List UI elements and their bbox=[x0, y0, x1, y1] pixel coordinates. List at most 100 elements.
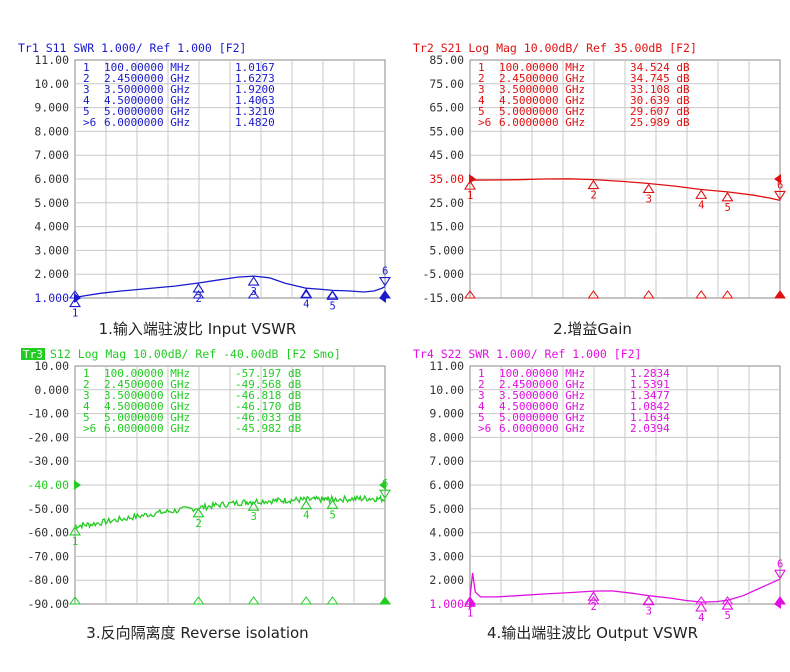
y-tick-label: 5.000 bbox=[429, 502, 464, 516]
marker-table-label: >6 bbox=[83, 116, 96, 129]
marker-number: 4 bbox=[698, 612, 704, 624]
chart-s21-svg: Tr2 S21 Log Mag 10.00dB/ Ref 35.00dB [F2… bbox=[413, 41, 786, 305]
stimulus-marker bbox=[192, 290, 205, 299]
marker-table-label: 1 bbox=[83, 61, 90, 74]
stimulus-marker bbox=[464, 290, 476, 299]
marker-table-freq: 3.5000000 GHz bbox=[499, 389, 585, 402]
marker-table-freq: 2.4500000 GHz bbox=[499, 378, 585, 391]
marker-table-freq: 100.00000 MHz bbox=[104, 367, 190, 380]
marker-triangle bbox=[192, 283, 205, 293]
marker-table-freq: 3.5000000 GHz bbox=[104, 389, 190, 402]
marker-triangle bbox=[642, 183, 655, 194]
marker-number: 4 bbox=[303, 298, 309, 310]
marker-table-label: >6 bbox=[83, 422, 96, 435]
marker-table-value: 33.108 dB bbox=[630, 83, 690, 96]
marker-number: 2 bbox=[195, 518, 201, 530]
marker-number: 3 bbox=[646, 606, 652, 618]
ref-level-label: -40.00 bbox=[27, 478, 69, 492]
marker-table-value: -49.568 dB bbox=[235, 378, 302, 391]
marker-table-value: 29.607 dB bbox=[630, 105, 690, 118]
marker-number: 1 bbox=[72, 308, 78, 320]
marker-triangle bbox=[300, 499, 313, 510]
marker-table-freq: 6.0000000 GHz bbox=[104, 116, 190, 129]
stimulus-marker bbox=[587, 596, 600, 605]
y-tick-label: -50.00 bbox=[27, 502, 69, 516]
y-tick-label: 7.000 bbox=[429, 454, 464, 468]
y-tick-label: 10.00 bbox=[34, 359, 69, 373]
marker-table-value: 1.3210 bbox=[235, 105, 275, 118]
marker-triangle bbox=[326, 499, 339, 509]
marker-table-value: 25.989 dB bbox=[630, 116, 690, 129]
y-tick-label: 11.00 bbox=[429, 359, 464, 373]
marker-number: 5 bbox=[329, 300, 335, 312]
y-tick-label: -70.00 bbox=[27, 549, 69, 563]
marker-triangle bbox=[587, 591, 600, 601]
marker-table-label: 4 bbox=[478, 400, 485, 413]
y-tick-label: 45.00 bbox=[429, 148, 464, 162]
marker-table-label: 2 bbox=[478, 378, 485, 391]
y-tick-label: 11.00 bbox=[34, 53, 69, 67]
marker-table-value: 30.639 dB bbox=[630, 94, 690, 107]
marker-table-freq: 6.0000000 GHz bbox=[499, 116, 585, 129]
marker-triangle bbox=[721, 191, 734, 202]
y-tick-label: 10.00 bbox=[429, 383, 464, 397]
y-tick-label: 25.00 bbox=[429, 196, 464, 210]
marker-number: 1 bbox=[72, 536, 78, 548]
marker-number: 1 bbox=[467, 190, 473, 202]
marker-table-value: 34.524 dB bbox=[630, 61, 690, 74]
marker-triangle bbox=[587, 179, 600, 190]
y-tick-label: 85.00 bbox=[429, 53, 464, 67]
stimulus-marker bbox=[642, 596, 655, 605]
y-tick-label: -80.00 bbox=[27, 573, 69, 587]
y-tick-label: 8.000 bbox=[34, 124, 69, 138]
marker-table-value: 1.4063 bbox=[235, 94, 275, 107]
y-tick-label: 8.000 bbox=[429, 430, 464, 444]
y-tick-label: 2.000 bbox=[34, 267, 69, 281]
marker-table-label: >6 bbox=[478, 422, 491, 435]
marker-table-freq: 5.0000000 GHz bbox=[104, 411, 190, 424]
stimulus-marker bbox=[642, 290, 655, 299]
y-tick-label: 15.00 bbox=[429, 220, 464, 234]
stimulus-marker bbox=[587, 290, 600, 299]
stimulus-marker bbox=[695, 290, 708, 299]
y-tick-label: 3.000 bbox=[429, 549, 464, 563]
marker-triangle bbox=[69, 297, 81, 308]
marker-triangle bbox=[695, 189, 708, 199]
stimulus-marker bbox=[192, 596, 205, 605]
header-badge-bg bbox=[21, 348, 45, 360]
marker-table-freq: 4.5000000 GHz bbox=[499, 94, 585, 107]
chart-s11-svg: Tr1 S11 SWR 1.000/ Ref 1.000 [F2]11.00 10… bbox=[18, 41, 391, 320]
marker-table-freq: 6.0000000 GHz bbox=[104, 422, 190, 435]
marker-table-value: 1.3477 bbox=[630, 389, 670, 402]
chart-header: Tr1 S11 SWR 1.000/ Ref 1.000 [F2] bbox=[18, 41, 246, 55]
marker-number: 6 bbox=[777, 558, 783, 570]
ref-level-label: 35.00 bbox=[429, 172, 464, 186]
marker-triangle bbox=[247, 276, 260, 286]
marker-number: 6 bbox=[777, 179, 783, 191]
marker-triangle bbox=[774, 190, 786, 201]
y-tick-label: 9.000 bbox=[429, 407, 464, 421]
marker-table-label: 3 bbox=[478, 83, 485, 96]
y-tick-label: -20.00 bbox=[27, 430, 69, 444]
y-tick-label: 75.00 bbox=[429, 77, 464, 91]
marker-table-freq: 5.0000000 GHz bbox=[499, 105, 585, 118]
y-tick-label: 55.00 bbox=[429, 124, 464, 138]
marker-triangle bbox=[69, 525, 81, 536]
marker-triangle bbox=[300, 288, 313, 298]
caption-s12: 3.反向隔离度 Reverse isolation bbox=[86, 624, 309, 642]
marker-table-label: 4 bbox=[83, 94, 90, 107]
trace-line bbox=[469, 178, 781, 202]
stimulus-marker bbox=[464, 596, 476, 605]
chart-s22-svg: Tr4 S22 SWR 1.000/ Ref 1.000 [F2]11.00 10… bbox=[413, 347, 786, 624]
marker-triangle bbox=[464, 180, 476, 190]
marker-triangle bbox=[379, 489, 391, 500]
header-badge: Tr3 bbox=[23, 348, 43, 361]
stimulus-marker bbox=[247, 290, 260, 299]
y-tick-label: 3.000 bbox=[34, 243, 69, 257]
marker-table-freq: 2.4500000 GHz bbox=[499, 72, 585, 85]
marker-number: 3 bbox=[646, 194, 652, 206]
ref-arrow-right bbox=[379, 480, 386, 490]
marker-number: 4 bbox=[698, 199, 704, 211]
marker-table-value: 1.0842 bbox=[630, 400, 670, 413]
marker-triangle bbox=[247, 501, 260, 511]
